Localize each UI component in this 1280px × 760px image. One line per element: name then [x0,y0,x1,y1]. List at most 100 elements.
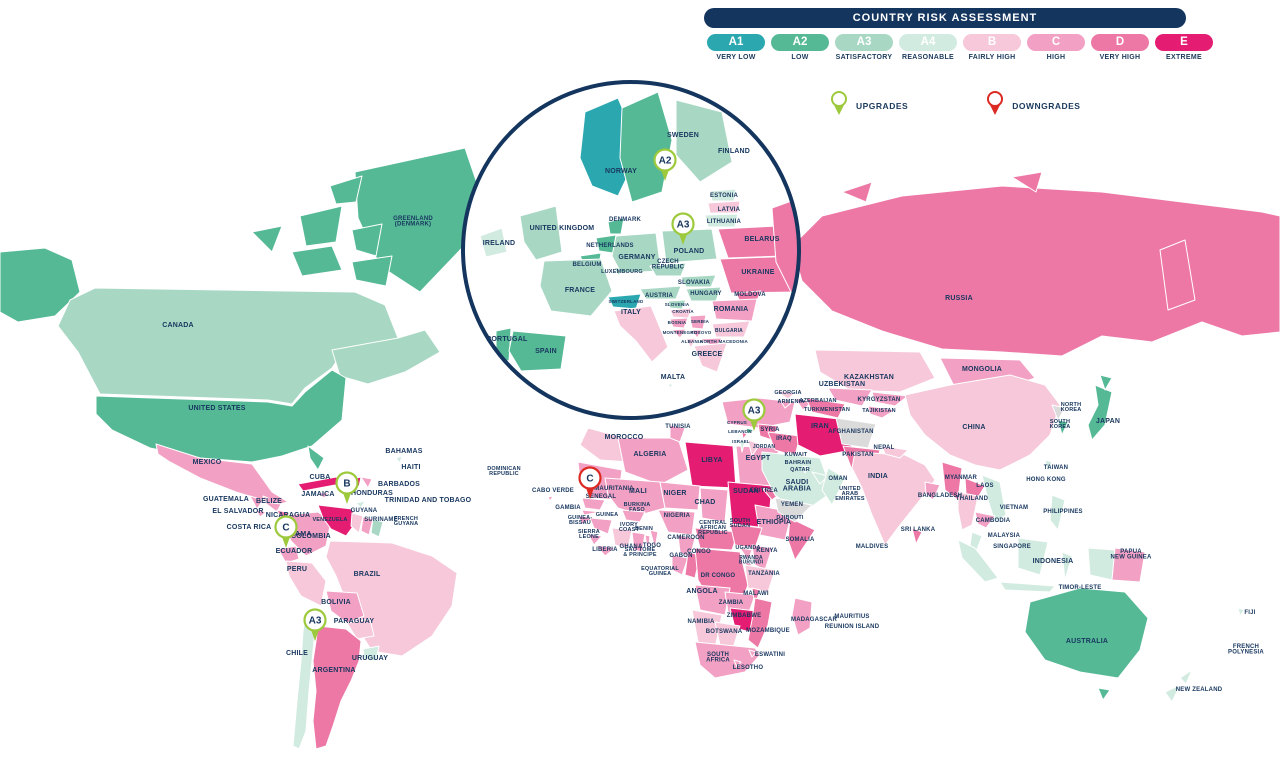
rating-label-B: FAIRLY HIGH [968,54,1016,61]
rating-pill-D: D [1091,34,1149,51]
country-montenegro [671,328,687,339]
country-china [904,374,1061,471]
country-dominican-republic [360,476,373,489]
country-somalia [787,517,816,561]
rating-pill-B: B [963,34,1021,51]
country-russia-island [1011,171,1043,193]
upgrades-label: UPGRADES [856,101,909,111]
label-dr-congo: DR CONGO [701,573,736,579]
label-panama: PANAMA [280,531,311,538]
label-guatemala: GUATEMALA [203,496,249,503]
label-benin: BENIN [635,526,653,532]
label-togo: TOGO [643,543,661,549]
label-myanmar: MYANMAR [945,475,978,481]
label-italy: ITALY [621,309,641,316]
label-united-kingdom: UNITED KINGDOM [530,225,595,232]
label-chile: CHILE [286,650,308,657]
label-portugal: PORTUGAL [487,336,528,343]
label-niger: NIGER [663,490,686,497]
country-spain [508,330,567,372]
country-indonesia-sumatra [957,539,999,583]
label-tunisia: TUNISIA [665,424,691,430]
rating-pill-A2: A2 [771,34,829,51]
label-gabon: GABON [669,553,692,559]
country-lebanon [741,431,748,440]
label-lesotho: LESOTHO [733,665,764,671]
rating-label-A2: LOW [791,54,809,61]
label-papua-new-guinea: PAPUA NEW GUINEA [1111,549,1152,561]
country-russia-island [841,181,873,203]
legend-rating-A4: A4 REASONABLE [896,34,960,61]
label-eritrea: ERITREA [750,488,778,494]
label-south-africa: SOUTH AFRICA [706,652,730,664]
country-france [539,258,613,317]
country-japan [1087,384,1113,441]
label-zambia: ZAMBIA [719,600,744,606]
label-norway: NORWAY [605,168,637,175]
country-new-zealand-south [1164,684,1181,703]
label-israel: ISRAEL [732,439,750,444]
label-georgia: GEORGIA [774,390,801,396]
country-uzbekistan [827,387,873,407]
country-philippines [1049,494,1066,531]
label-burkina-faso: BURKINA FASO [624,502,651,513]
rating-label-A1: VERY LOW [716,54,756,61]
country-nigeria [657,509,696,536]
country-labels: GREENLAND (DENMARK) CANADA UNITED STATES MEX… [162,132,1264,693]
country-cambodia [974,511,996,529]
country-sri-lanka [911,527,923,545]
country-oman [821,467,846,506]
upgrade-pin-C: C [274,515,298,548]
country-venezuela [317,504,358,537]
country-cabo-verde [547,495,554,502]
country-austria [639,285,682,300]
country-borneo [1017,537,1049,576]
rating-pill-A4: A4 [899,34,957,51]
label-oman: OMAN [828,476,847,482]
label-timor-leste: TIMOR-LESTE [1059,585,1102,591]
label-djibouti: DJIBOUTI [776,515,804,521]
downgrade-pin-C: C [578,466,602,499]
label-greece: GREECE [692,351,723,358]
country-uae [811,471,829,485]
label-taiwan: TAIWAN [1044,465,1068,471]
country-kyrgyzstan [871,391,909,407]
label-russia: RUSSIA [945,295,973,302]
label-india: INDIA [868,473,888,480]
country-angola [694,584,731,616]
label-kyrgyzstan: KYRGYZSTAN [858,397,901,403]
label-cuba: CUBA [309,474,330,481]
country-mozambique [747,597,773,649]
label-saudi-arabia: SAUDI ARABIA [783,479,811,493]
country-argentina [312,625,362,750]
country-sweden [619,91,673,203]
rating-label-E: EXTREME [1166,54,1202,61]
country-papua-new-guinea [1111,547,1146,583]
label-nigeria: NIGERIA [664,513,691,519]
country-eswatini [748,649,757,658]
upgrade-pin-B: B [335,471,359,504]
label-thailand: THAILAND [956,496,989,502]
label-indonesia: INDONESIA [1033,558,1074,565]
canada-archipelago [251,225,283,253]
label-sri-lanka: SRI LANKA [901,527,936,533]
label-belgium: BELGIUM [572,262,601,268]
label-north-korea: NORTH KOREA [1061,402,1082,413]
country-fiji [1237,607,1245,617]
country-bahamas [395,455,403,464]
label-montenegro: MONTENEGRO [663,330,698,335]
label-madagascar: MADAGASCAR [791,617,837,623]
label-venezuela: VENEZUELA [312,517,347,523]
label-austria: AUSTRIA [645,293,674,299]
label-afghanistan: AFGHANISTAN [828,429,873,435]
country-tanzania [744,564,776,593]
label-cameroon: CAMEROON [667,535,704,541]
legend-rating-A3: A3 SATISFACTORY [832,34,896,61]
country-burkina-faso [621,509,646,523]
country-guyana [350,512,364,534]
downgrade-pin-icon [986,90,1004,122]
rating-change-pins: A2 A3 A3 B C A3 C [274,148,766,641]
label-japan: JAPAN [1096,418,1120,425]
